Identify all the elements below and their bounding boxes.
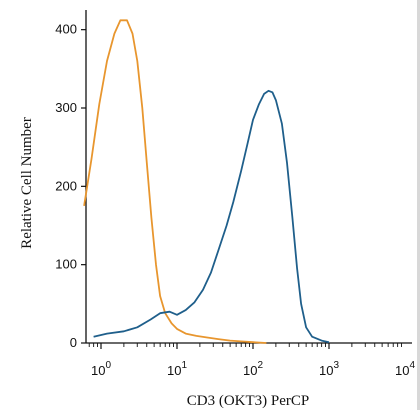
x-tick-base: 10 [91,363,105,378]
y-tick-label: 0 [70,335,77,350]
x-tick-label: 102 [243,360,263,378]
y-tick-label: 300 [55,100,77,115]
x-tick-base: 10 [319,363,333,378]
y-tick-label: 200 [55,178,77,193]
y-tick-label: 100 [55,257,77,272]
x-axis-title: CD3 (OKT3) PerCP [187,393,310,409]
x-tick-label: 100 [91,360,111,378]
x-tick-label: 101 [167,360,187,378]
x-tick-label: 104 [395,360,415,378]
x-tick-base: 10 [167,363,181,378]
x-tick-label: 103 [319,360,339,378]
series-layer [83,19,330,344]
y-axis-title: Relative Cell Number [19,117,35,249]
histogram-series-2 [93,89,330,344]
x-tick-exponent: 2 [257,360,263,371]
x-tick-exponent: 1 [181,360,187,371]
frame-edge [417,0,420,410]
x-tick-exponent: 3 [333,360,339,371]
axes [81,10,412,349]
histogram-series-1 [83,19,267,344]
x-tick-base: 10 [243,363,257,378]
y-tick-label: 400 [55,22,77,37]
x-tick-exponent: 0 [105,360,111,371]
x-tick-exponent: 4 [409,360,415,371]
x-tick-base: 10 [395,363,409,378]
